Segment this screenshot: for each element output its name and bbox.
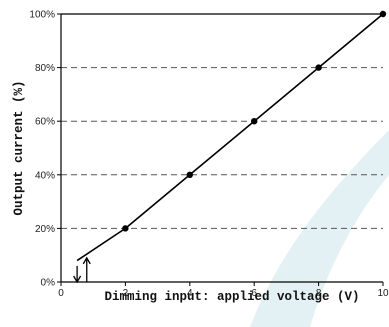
y-tick-label-1: 20% — [35, 224, 55, 235]
data-point-3 — [251, 118, 258, 125]
arrow-head-0 — [73, 275, 82, 284]
grid-lines — [61, 67, 383, 229]
y-tick-label-2: 40% — [35, 170, 55, 181]
arrow-head-1 — [82, 256, 91, 265]
x-tick-label-4: 8 — [316, 288, 322, 299]
series — [76, 10, 387, 262]
y-tick-label-5: 100% — [29, 10, 55, 21]
data-point-4 — [315, 64, 322, 71]
x-tick-label-1: 2 — [123, 288, 129, 299]
arrow-down — [73, 265, 82, 284]
hysteresis-arrows — [73, 256, 91, 284]
y-axis-label: Output current (%) — [12, 80, 26, 215]
arrow-up — [82, 256, 91, 282]
axes — [60, 13, 383, 283]
y-tick-label-3: 60% — [35, 117, 55, 128]
background-decoration — [250, 130, 389, 327]
x-tick-label-5: 10 — [377, 288, 389, 299]
y-tick-label-4: 80% — [35, 63, 55, 74]
data-point-2 — [186, 171, 193, 178]
series-line-0 — [76, 13, 384, 262]
decoration-swoosh — [250, 130, 389, 327]
data-point-1 — [122, 225, 129, 232]
x-axis-label: Dimming input: applied voltage (V) — [104, 290, 359, 304]
x-tick-label-3: 6 — [251, 288, 257, 299]
x-tick-label-0: 0 — [58, 288, 64, 299]
x-tick-label-2: 4 — [187, 288, 193, 299]
tick-labels: 0 2 4 6 8 100%20%40%60%80%100% — [29, 10, 389, 300]
y-tick-label-0: 0% — [41, 278, 56, 289]
data-point-5 — [379, 10, 387, 18]
